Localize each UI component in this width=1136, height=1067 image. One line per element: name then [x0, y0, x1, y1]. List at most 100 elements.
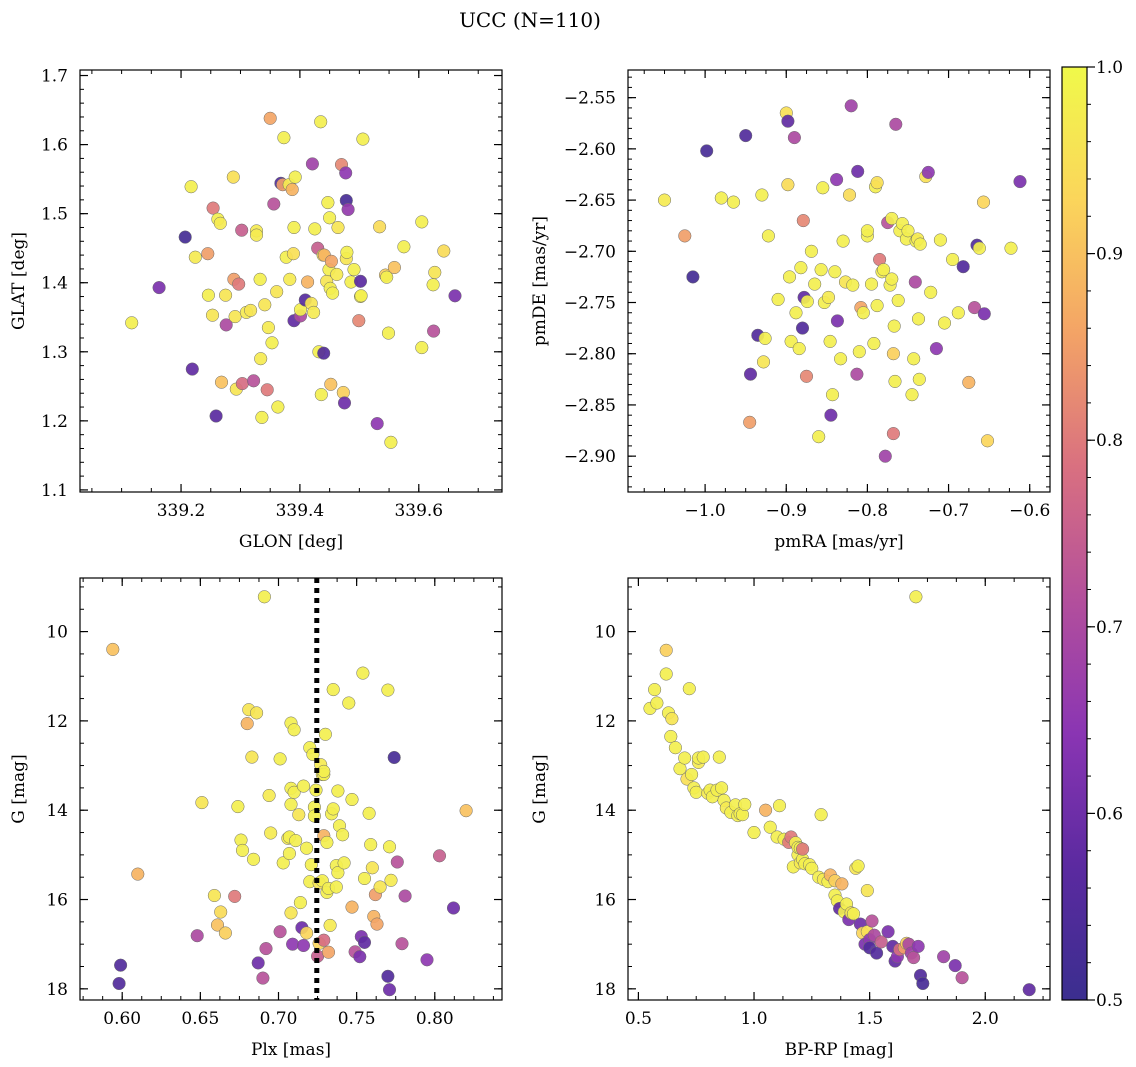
panel-sky-position: 339.2 339.4 339.6 1.1 1.2 1.3 1.4 1.5 1.6 1.7 GLON… [9, 67, 503, 552]
data-point [365, 861, 379, 875]
data-point [286, 247, 300, 261]
y-tick-label: −2.80 [564, 345, 616, 365]
data-point [891, 293, 905, 308]
data-point [887, 319, 901, 333]
x-tick-label: −0.6 [1009, 501, 1050, 521]
colorbar-tick-label: 0.6 [1096, 804, 1123, 824]
data-point [188, 250, 202, 264]
data-point [209, 409, 223, 423]
data-point [190, 929, 204, 943]
points-group [125, 111, 462, 449]
x-tick-label: −0.9 [766, 501, 807, 521]
data-point [937, 950, 951, 964]
data-point [912, 372, 926, 386]
y-axis-label: G [mag] [530, 754, 550, 823]
data-point [387, 750, 401, 765]
data-point [240, 717, 254, 731]
data-point [341, 202, 355, 217]
data-point [247, 374, 261, 388]
data-point [232, 277, 246, 291]
data-point [804, 244, 818, 258]
data-point [794, 261, 808, 275]
data-point [259, 942, 273, 956]
data-point [287, 785, 301, 799]
y-axis-label: pmDE [mas/yr] [530, 216, 550, 346]
data-point [648, 683, 662, 697]
x-tick-label: 0.75 [338, 1009, 376, 1029]
data-point [771, 292, 785, 306]
y-tick-label: −2.70 [564, 242, 616, 262]
y-tick-label: 12 [46, 712, 68, 732]
data-point [823, 334, 837, 348]
data-point [235, 223, 249, 237]
data-point [293, 896, 307, 910]
data-point [384, 435, 398, 449]
data-point [329, 880, 343, 894]
data-point [739, 129, 753, 143]
data-point [296, 779, 311, 793]
data-point [254, 352, 268, 366]
data-point [851, 859, 865, 873]
data-point [828, 265, 842, 279]
data-point [796, 214, 810, 228]
axes-frame [79, 577, 503, 1001]
y-tick-label: 12 [594, 712, 616, 732]
x-tick-label: 1.0 [740, 1009, 767, 1029]
data-point [308, 222, 322, 236]
data-point [390, 855, 404, 869]
panel-proper-motion: −1.0 −0.9 −0.8 −0.7 −0.6 −2.55 −2.60 −2.65 −2.70… [530, 69, 1051, 552]
data-point [446, 901, 461, 915]
x-tick-label: 1.5 [856, 1009, 883, 1029]
data-point [428, 265, 442, 279]
data-point [916, 976, 930, 991]
data-point [808, 277, 822, 291]
figure-title: UCC (N=110) [459, 8, 601, 32]
y-axis-label: G [mag] [9, 754, 29, 823]
data-point [948, 959, 962, 973]
data-point [219, 288, 233, 302]
data-point [125, 316, 139, 330]
y-tick-label: 1.2 [41, 412, 68, 432]
data-point [336, 828, 350, 842]
data-point [273, 752, 287, 766]
data-point [420, 953, 434, 967]
data-point [836, 234, 850, 248]
data-point [263, 111, 277, 125]
data-point [256, 971, 270, 985]
data-point [980, 434, 995, 448]
data-point [686, 270, 700, 284]
data-point [781, 178, 795, 192]
colorbar-gradient [1061, 66, 1088, 1001]
data-point [907, 352, 921, 366]
data-point [856, 306, 870, 320]
data-point [387, 260, 401, 275]
data-point [339, 166, 353, 180]
x-axis-label: GLON [deg] [239, 532, 343, 552]
points-group [106, 590, 473, 997]
data-point [756, 355, 771, 369]
data-point [696, 750, 710, 764]
panel-parallax-magnitude: 0.60 0.65 0.70 0.75 0.80 10 12 14 16 18 Plx [mas] G… [9, 577, 503, 1060]
data-point [659, 643, 673, 657]
data-point [226, 170, 240, 184]
data-point [842, 188, 857, 202]
data-point [323, 211, 337, 225]
y-tick-label: 1.4 [41, 274, 68, 294]
data-point [738, 797, 752, 811]
data-point [395, 937, 409, 951]
data-point [432, 849, 447, 863]
x-tick-label: 0.60 [103, 1009, 141, 1029]
data-point [712, 750, 726, 764]
data-point [437, 244, 451, 258]
data-point [286, 937, 300, 951]
y-axis-label: GLAT [deg] [9, 232, 29, 330]
data-point [330, 267, 344, 281]
data-point [354, 289, 368, 303]
y-tick-label: −2.85 [564, 396, 616, 416]
data-point [324, 254, 338, 268]
data-point [321, 196, 335, 210]
data-point [340, 245, 354, 259]
data-point [321, 945, 336, 959]
data-point [888, 374, 902, 388]
data-point [326, 683, 340, 697]
